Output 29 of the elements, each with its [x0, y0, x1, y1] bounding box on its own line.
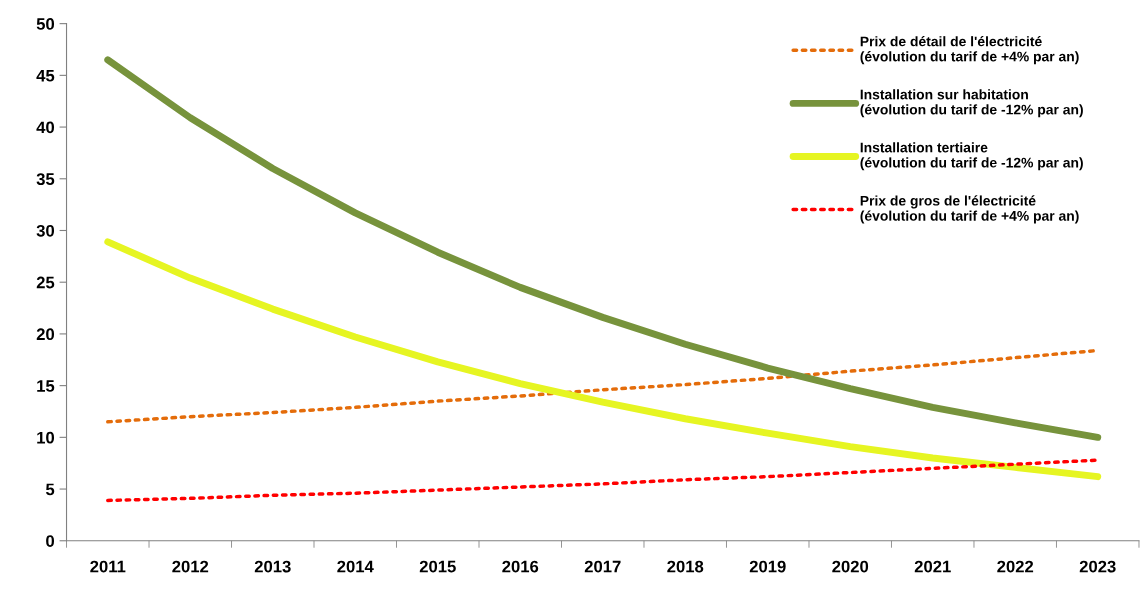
x-tick-label: 2015: [419, 560, 456, 573]
y-tick-label: 0: [46, 535, 55, 547]
x-tick-label: 2020: [832, 560, 869, 573]
y-tick-label: 10: [37, 431, 55, 444]
x-tick-label: 2018: [667, 560, 704, 573]
y-tick-label: 20: [36, 328, 55, 341]
line-series: [106, 458, 1100, 503]
y-tick-label: 30: [36, 224, 55, 237]
y-tick-label: 40: [36, 121, 55, 134]
legend-label: Prix de détail de l'électricité (évolution du tarif de +4% par an): [860, 36, 1079, 65]
y-tick-label: 25: [36, 276, 55, 289]
y-tick-label: 45: [36, 69, 55, 82]
x-tick-label: 2021: [914, 560, 951, 573]
x-tick-label: 2011: [90, 560, 126, 573]
legend-label: Prix de gros de l'électricité (évolution du tarif de +4% par an): [860, 195, 1079, 224]
y-tick-label: 15: [37, 380, 55, 392]
legend-label: Installation tertiaire (évolution du tarif de -12% par an): [860, 142, 1083, 171]
x-tick-label: 2016: [502, 560, 539, 573]
legend-label: Installation sur habitation (évolution du tarif de -12% par an): [860, 89, 1083, 118]
y-tick-label: 35: [36, 173, 55, 185]
x-tick-label: 2013: [254, 560, 291, 573]
x-tick-label: 2022: [997, 560, 1034, 573]
y-tick-label: 5: [45, 483, 55, 496]
x-tick-label: 2017: [584, 560, 621, 573]
x-tick-label: 2019: [749, 560, 786, 573]
x-tick-label: 2012: [172, 560, 209, 573]
y-tick-label: 50: [36, 18, 55, 30]
x-tick-label: 2014: [337, 560, 374, 573]
x-tick-label: 2023: [1079, 560, 1116, 573]
